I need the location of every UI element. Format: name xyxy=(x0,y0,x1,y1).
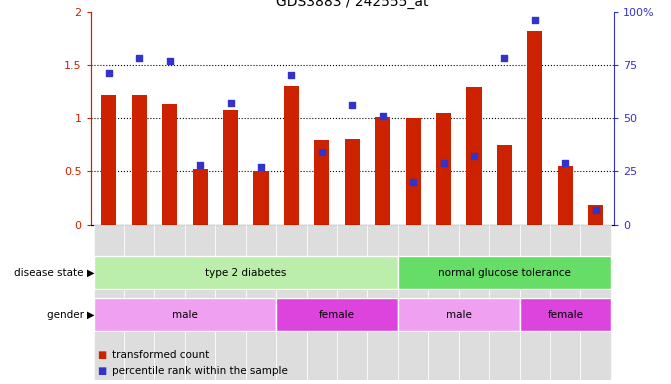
Text: male: male xyxy=(446,310,472,320)
Bar xyxy=(519,225,550,380)
Text: female: female xyxy=(319,310,355,320)
Bar xyxy=(132,94,147,225)
Bar xyxy=(558,166,573,225)
Point xyxy=(529,17,540,23)
Bar xyxy=(246,225,276,380)
Bar xyxy=(215,225,246,380)
Point xyxy=(195,162,205,168)
Point xyxy=(225,100,236,106)
Point xyxy=(560,160,570,166)
Bar xyxy=(580,225,611,380)
Point xyxy=(134,55,145,61)
Text: disease state: disease state xyxy=(15,268,87,278)
Text: ■: ■ xyxy=(97,350,107,360)
Bar xyxy=(550,225,580,380)
Bar xyxy=(314,141,329,225)
Text: ▶: ▶ xyxy=(87,310,95,320)
Text: transformed count: transformed count xyxy=(112,350,209,360)
Bar xyxy=(519,298,611,331)
Point xyxy=(103,70,114,76)
Bar xyxy=(154,225,185,380)
Point xyxy=(408,179,419,185)
Point xyxy=(499,55,510,61)
Bar xyxy=(337,225,368,380)
Bar xyxy=(276,225,307,380)
Bar xyxy=(345,139,360,225)
Point xyxy=(256,164,266,170)
Point xyxy=(164,58,175,64)
Point xyxy=(286,73,297,79)
Bar xyxy=(223,109,238,225)
Bar xyxy=(276,298,398,331)
Bar xyxy=(489,225,519,380)
Text: normal glucose tolerance: normal glucose tolerance xyxy=(438,268,571,278)
Text: ■: ■ xyxy=(97,366,107,376)
Title: GDS3883 / 242555_at: GDS3883 / 242555_at xyxy=(276,0,429,9)
Bar xyxy=(428,225,459,380)
Point xyxy=(347,102,358,108)
Bar xyxy=(375,117,391,225)
Point xyxy=(317,149,327,155)
Bar xyxy=(398,256,611,289)
Bar xyxy=(398,225,428,380)
Bar xyxy=(307,225,337,380)
Point xyxy=(377,113,388,119)
Bar xyxy=(94,256,398,289)
Point xyxy=(438,160,449,166)
Bar xyxy=(398,298,519,331)
Bar xyxy=(497,145,512,225)
Point xyxy=(590,207,601,213)
Bar xyxy=(527,31,542,225)
Bar xyxy=(94,225,124,380)
Bar xyxy=(405,118,421,225)
Text: ▶: ▶ xyxy=(87,268,95,278)
Point xyxy=(468,153,479,159)
Text: gender: gender xyxy=(47,310,87,320)
Text: female: female xyxy=(548,310,583,320)
Bar xyxy=(94,298,276,331)
Text: percentile rank within the sample: percentile rank within the sample xyxy=(112,366,288,376)
Bar xyxy=(185,225,215,380)
Bar xyxy=(254,171,268,225)
Bar xyxy=(459,225,489,380)
Bar xyxy=(162,104,177,225)
Bar xyxy=(284,86,299,225)
Bar xyxy=(368,225,398,380)
Bar xyxy=(466,87,482,225)
Text: male: male xyxy=(172,310,198,320)
Bar xyxy=(124,225,154,380)
Bar xyxy=(436,113,451,225)
Bar xyxy=(193,169,208,225)
Text: type 2 diabetes: type 2 diabetes xyxy=(205,268,287,278)
Bar xyxy=(588,205,603,225)
Bar xyxy=(101,94,117,225)
